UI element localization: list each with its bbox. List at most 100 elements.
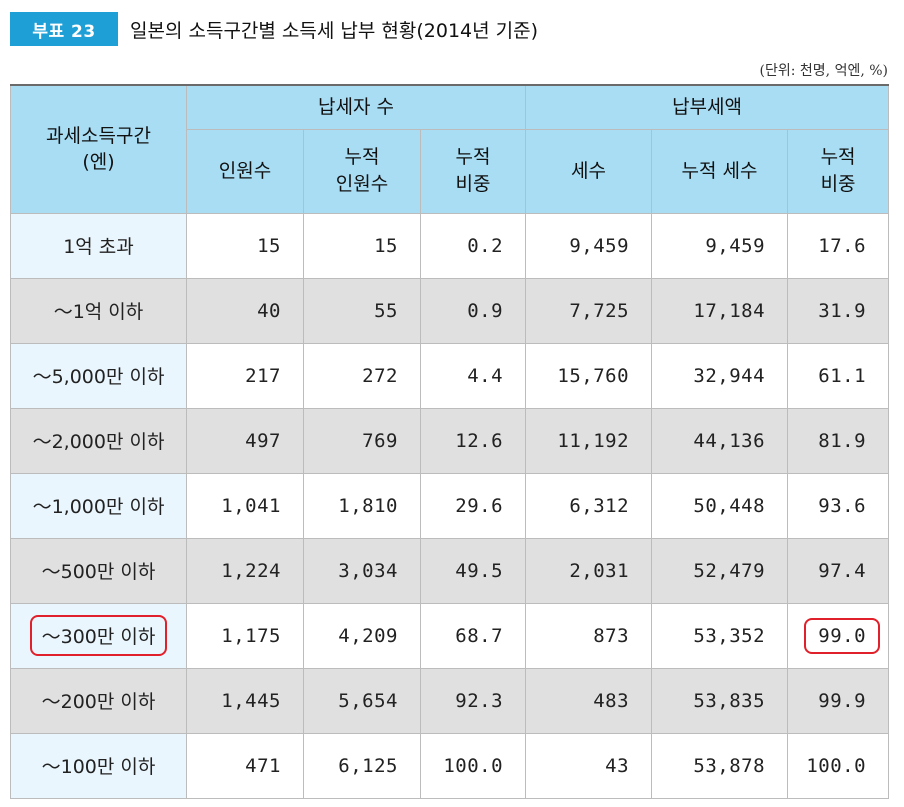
table-cell: 483 (525, 667, 653, 734)
cell-value: 50,448 (693, 494, 766, 517)
cell-value: 769 (362, 429, 398, 452)
cell-value: 7,725 (569, 299, 630, 322)
col-header-count-line: 인원수 (218, 159, 272, 182)
cell-value: 0.2 (467, 234, 504, 257)
table-row: ～100만 이하 471 6,125 100.0 43 53,878 100.0 (10, 732, 890, 799)
row-label: ～1,000만 이하 (10, 472, 187, 539)
table-cell: 4,209 (303, 602, 421, 669)
cell-value: 497 (245, 429, 281, 452)
table-cell: 68.7 (419, 602, 527, 669)
col-header-cum-count-line: 누적 (344, 146, 380, 169)
cell-value: 12.6 (455, 429, 504, 452)
page-title: 일본의 소득구간별 소득세 납부 현황(2014년 기준) (130, 19, 539, 42)
cell-value: 81.9 (818, 429, 867, 452)
table-cell: 100.0 (419, 732, 527, 799)
table-cell: 1,041 (186, 472, 304, 539)
row-label: ～200만 이하 (10, 667, 187, 734)
cell-value: 15 (374, 234, 398, 257)
cell-value: 9,459 (569, 234, 630, 257)
col-header-cum-count-line: 인원수 (335, 173, 389, 195)
cell-value: 99.9 (818, 689, 867, 712)
table-cell: 2,031 (525, 537, 653, 604)
tax-table: 과세소득구간 (엔) 납세자 수 납부세액 인원수 누적 인원수 누적 비중 세수 누적 세… (10, 84, 890, 799)
table-cell: 81.9 (787, 407, 890, 474)
col-header-revenue: 세수 (525, 128, 653, 214)
row-label: ～2,000만 이하 (10, 407, 187, 474)
col-header-cum-share-line: 누적 (455, 146, 491, 169)
table-cell: 53,878 (651, 732, 789, 799)
cell-value: 11,192 (557, 429, 630, 452)
cell-value: 483 (593, 689, 630, 712)
row-header: 과세소득구간 (엔) (10, 84, 187, 214)
cell-value: 5,654 (338, 689, 398, 712)
cell-value: 53,878 (693, 754, 766, 777)
col-header-cum-share-tax-line: 비중 (820, 173, 856, 195)
row-label-text: ～1억 이하 (53, 301, 144, 323)
table-cell: 29.6 (419, 472, 527, 539)
cell-value: 31.9 (818, 299, 867, 322)
cell-value: 17,184 (693, 299, 766, 322)
table-cell: 99.9 (787, 667, 890, 734)
table-cell: 12.6 (419, 407, 527, 474)
table-cell: 217 (186, 342, 304, 409)
row-label: ～1억 이하 (10, 277, 187, 344)
cell-value: 2,031 (569, 559, 630, 582)
cell-value: 53,352 (693, 624, 766, 647)
table-cell: 50,448 (651, 472, 789, 539)
table-row: ～200만 이하 1,445 5,654 92.3 483 53,835 99.9 (10, 667, 890, 734)
row-label: ～5,000만 이하 (10, 342, 187, 409)
row-label-text: ～300만 이하 (29, 615, 168, 656)
table-cell: 471 (186, 732, 304, 799)
table-cell: 0.2 (419, 212, 527, 279)
cell-value: 97.4 (818, 559, 867, 582)
row-label: ～100만 이하 (10, 732, 187, 799)
table-cell: 11,192 (525, 407, 653, 474)
cell-value: 43 (605, 754, 630, 777)
cell-value: 44,136 (693, 429, 766, 452)
table-cell: 40 (186, 277, 304, 344)
cell-value: 53,835 (693, 689, 766, 712)
table-cell: 6,125 (303, 732, 421, 799)
cell-value: 61.1 (818, 364, 867, 387)
table-cell: 1,175 (186, 602, 304, 669)
table-row: ～5,000만 이하 217 272 4.4 15,760 32,944 61.1 (10, 342, 890, 409)
cell-value: 1,175 (221, 624, 281, 647)
table-row: 1억 초과 15 15 0.2 9,459 9,459 17.6 (10, 212, 890, 279)
row-header-line2: (엔) (82, 151, 115, 174)
table-cell: 5,654 (303, 667, 421, 734)
cell-value: 6,125 (338, 754, 398, 777)
table-row: ～1,000만 이하 1,041 1,810 29.6 6,312 50,448 93.6 (10, 472, 890, 539)
table-cell: 32,944 (651, 342, 789, 409)
cell-value: 29.6 (455, 494, 504, 517)
table-cell: 15 (186, 212, 304, 279)
table-body: 1억 초과 15 15 0.2 9,459 9,459 17.6 ～1억 이하 40 55 0.9 7… (10, 212, 890, 799)
cell-value: 1,041 (221, 494, 281, 517)
table-cell: 15 (303, 212, 421, 279)
table-cell: 31.9 (787, 277, 890, 344)
cell-value: 15 (257, 234, 281, 257)
table-cell: 55 (303, 277, 421, 344)
group-header-taxpaid: 납부세액 (525, 84, 890, 130)
cell-value: 0.9 (467, 299, 504, 322)
cell-value: 1,810 (338, 494, 398, 517)
table-cell: 92.3 (419, 667, 527, 734)
row-label-text: ～100만 이하 (41, 756, 156, 778)
table-cell: 100.0 (787, 732, 890, 799)
table-cell: 17.6 (787, 212, 890, 279)
cell-value: 92.3 (455, 689, 504, 712)
cell-value: 4.4 (467, 364, 504, 387)
table-cell: 9,459 (525, 212, 653, 279)
group-header-taxpayers: 납세자 수 (185, 84, 527, 130)
col-header-count: 인원수 (186, 128, 304, 214)
row-label: ～300만 이하 (10, 602, 187, 669)
col-header-cum-share-line: 비중 (455, 173, 491, 195)
col-header-cum-share-tax: 누적 비중 (787, 128, 890, 214)
table-cell: 1,810 (303, 472, 421, 539)
col-header-cum-revenue-line: 누적 세수 (681, 159, 758, 182)
cell-value: 32,944 (693, 364, 766, 387)
table-cell: 7,725 (525, 277, 653, 344)
table-cell: 97.4 (787, 537, 890, 604)
cell-value: 99.0 (804, 617, 881, 654)
row-label-text: ～1,000만 이하 (32, 496, 165, 518)
